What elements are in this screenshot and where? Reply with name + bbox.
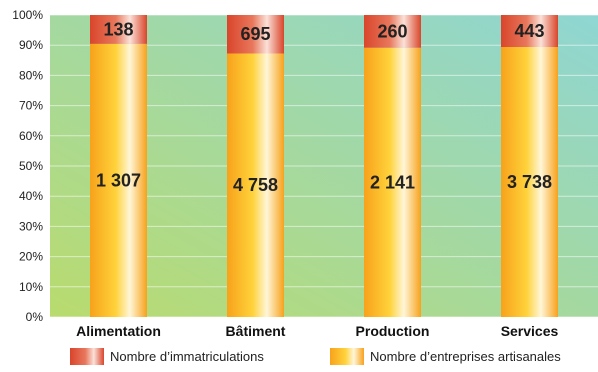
bar-entreprises [501, 46, 558, 317]
bar-immatriculations [501, 15, 558, 47]
bar-immatriculations [227, 15, 284, 54]
y-tick-label: 60% [19, 129, 43, 143]
bar-immatriculations [90, 15, 147, 44]
data-label-immatriculations: 138 [103, 19, 133, 39]
legend-swatch-entreprises [330, 348, 364, 365]
data-label-entreprises: 3 738 [507, 172, 552, 192]
bars [90, 15, 558, 318]
bar-entreprises [364, 47, 421, 318]
x-category-label: Production [356, 323, 430, 339]
data-label-entreprises: 1 307 [96, 170, 141, 190]
bar-immatriculations [364, 15, 421, 48]
y-tick-label: 90% [19, 38, 43, 52]
y-tick-label: 0% [26, 310, 44, 324]
y-tick-label: 80% [19, 68, 43, 82]
y-tick-label: 40% [19, 189, 43, 203]
data-labels: 1 307 138 4 758 695 2 141 260 3 738 443 [96, 19, 552, 195]
legend-swatch-immatriculations [70, 348, 104, 365]
legend: Nombre d’immatriculations Nombre d’entre… [70, 348, 561, 365]
legend-label-immatriculations: Nombre d’immatriculations [110, 349, 264, 364]
bar-entreprises [227, 53, 284, 318]
data-label-entreprises: 2 141 [370, 172, 415, 192]
data-label-entreprises: 4 758 [233, 175, 278, 195]
y-tick-label: 100% [12, 8, 43, 22]
x-category-label: Alimentation [76, 323, 161, 339]
x-axis-categories: Alimentation Bâtiment Production Services [76, 323, 558, 339]
y-axis-ticks: 0% 10% 20% 30% 40% 50% 60% 70% 80% 90% 100% [12, 8, 43, 324]
x-category-label: Services [501, 323, 559, 339]
data-label-immatriculations: 443 [514, 21, 544, 41]
y-tick-label: 30% [19, 219, 43, 233]
legend-label-entreprises: Nombre d’entreprises artisanales [370, 349, 561, 364]
data-label-immatriculations: 695 [240, 24, 270, 44]
x-category-label: Bâtiment [226, 323, 286, 339]
y-tick-label: 70% [19, 99, 43, 113]
y-tick-label: 10% [19, 280, 43, 294]
data-label-immatriculations: 260 [377, 21, 407, 41]
y-tick-label: 20% [19, 250, 43, 264]
bar-entreprises [90, 43, 147, 317]
y-tick-label: 50% [19, 159, 43, 173]
